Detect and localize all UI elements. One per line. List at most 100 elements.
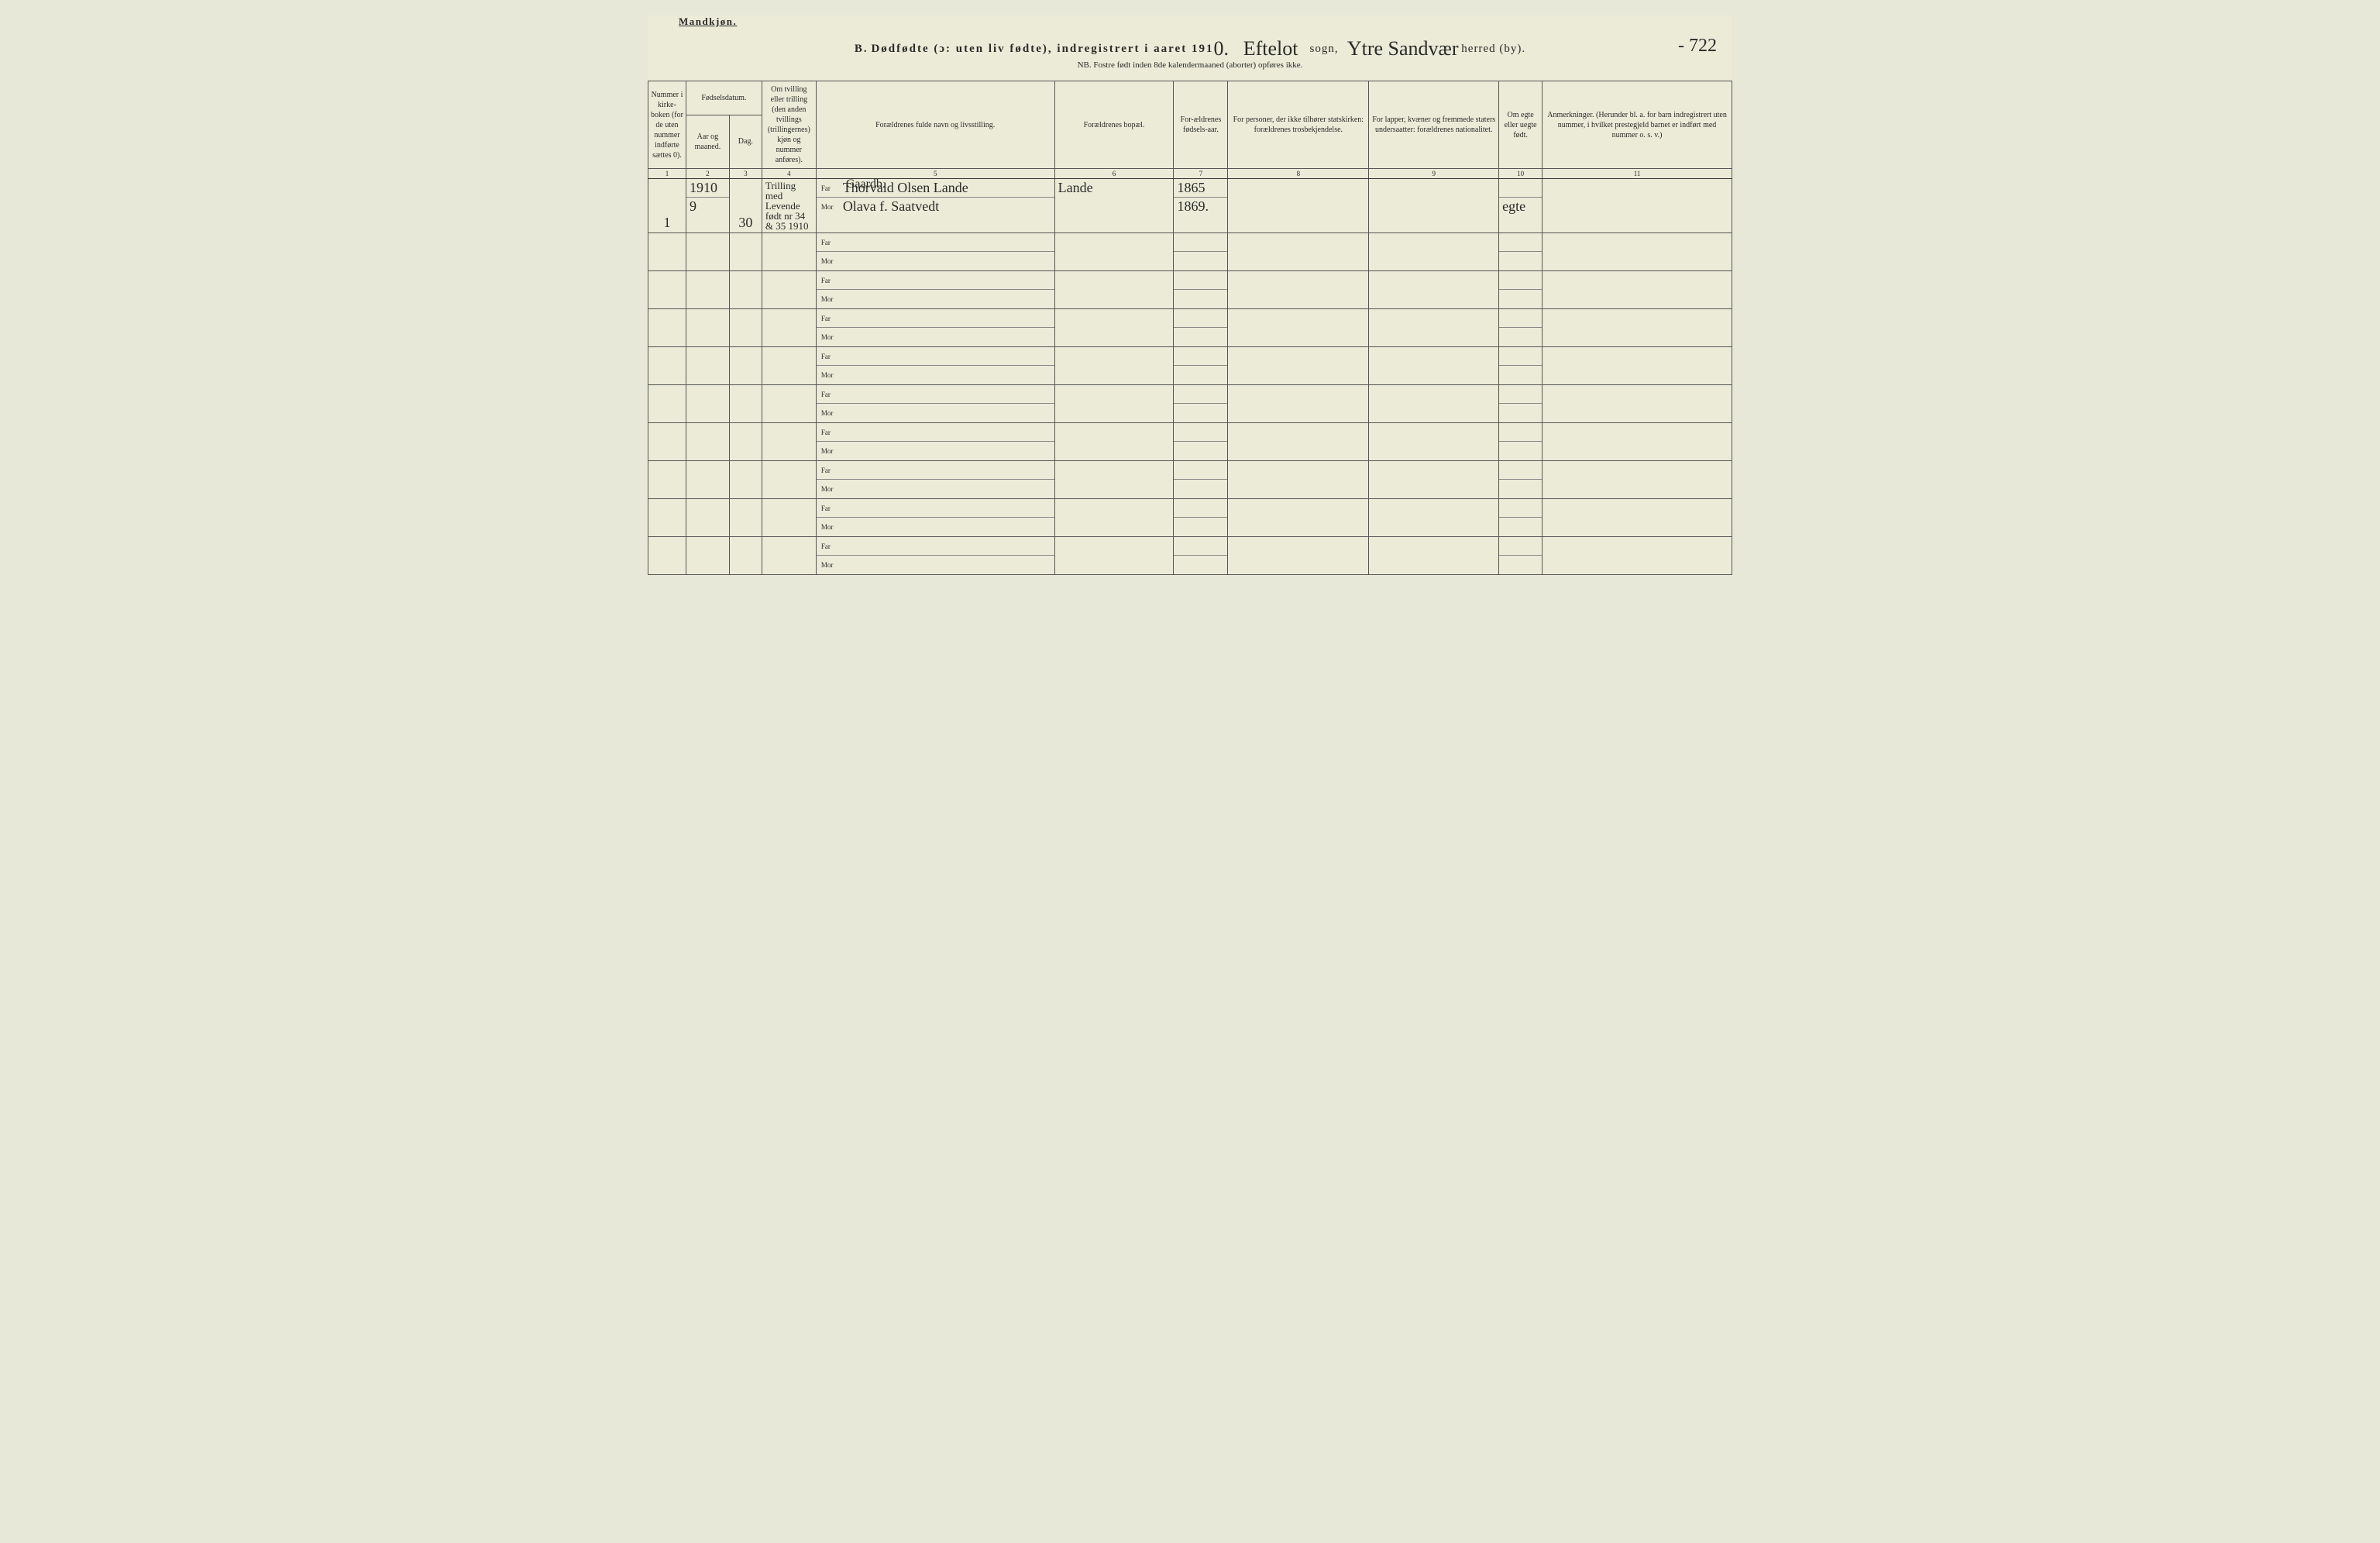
table-header: Nummer i kirke-boken (for de uten nummer… xyxy=(648,81,1732,179)
cell-remarks xyxy=(1543,233,1732,271)
col-header-5: Forældrenes fulde navn og livsstilling. xyxy=(816,81,1054,169)
mor-label: Mor xyxy=(821,371,843,379)
cell-parents: FarMor xyxy=(816,537,1054,575)
cell-parents: FarMor xyxy=(816,499,1054,537)
cell-religion xyxy=(1228,309,1369,347)
cell-parents: FarMor xyxy=(816,309,1054,347)
cell-remarks xyxy=(1543,461,1732,499)
colnum: 7 xyxy=(1174,169,1228,179)
title-line: B. Dødfødte (ɔ: uten liv fødte), indregi… xyxy=(648,34,1732,57)
mor-label: Mor xyxy=(821,257,843,265)
entry-twin: Trilling med Levende født nr 34 & 35 191… xyxy=(762,179,816,233)
entry-number: 1 xyxy=(648,179,686,233)
col-header-2: Aar og maaned. xyxy=(686,115,729,168)
cell-twin xyxy=(762,461,816,499)
cell-nationality xyxy=(1369,537,1499,575)
col-header-7: For-ældrenes fødsels-aar. xyxy=(1174,81,1228,169)
table-row: FarMor xyxy=(648,385,1732,423)
cell-num xyxy=(648,271,686,309)
cell-remarks xyxy=(1543,385,1732,423)
cell-residence xyxy=(1054,537,1174,575)
herred-label: herred (by). xyxy=(1461,43,1525,55)
mor-label: Mor xyxy=(821,523,843,531)
cell-ym xyxy=(686,499,729,537)
cell-num xyxy=(648,385,686,423)
cell-parents: Far Mor xyxy=(816,271,1054,309)
cell-nationality xyxy=(1369,385,1499,423)
cell-religion xyxy=(1228,461,1369,499)
cell-remarks xyxy=(1543,309,1732,347)
gender-label: Mandkjøn. xyxy=(648,15,1732,28)
cell-num xyxy=(648,537,686,575)
register-page: Mandkjøn. B. Dødfødte (ɔ: uten liv fødte… xyxy=(648,15,1732,575)
far-label: Far xyxy=(821,353,843,360)
cell-parents: Far Mor xyxy=(816,347,1054,385)
far-label: Far xyxy=(821,391,843,398)
table-row: Far Mor xyxy=(648,347,1732,385)
entry-year-month: 1910 9 xyxy=(686,179,729,233)
col-header-4: Om tvilling eller trilling (den anden tv… xyxy=(762,81,816,169)
cell-num xyxy=(648,499,686,537)
cell-ym xyxy=(686,385,729,423)
entry-remarks xyxy=(1543,179,1732,233)
far-label: Far xyxy=(821,429,843,436)
cell-residence xyxy=(1054,309,1174,347)
cell-twin xyxy=(762,385,816,423)
subtitle: NB. Fostre født inden 8de kalendermaaned… xyxy=(648,60,1732,70)
cell-twin xyxy=(762,499,816,537)
cell-parents: FarMor xyxy=(816,385,1054,423)
table-row: Far Mor xyxy=(648,423,1732,461)
cell-day xyxy=(729,309,762,347)
cell-birthyr xyxy=(1174,385,1228,423)
table-row: FarMor xyxy=(648,233,1732,271)
page-number: - 722 xyxy=(1678,36,1717,57)
cell-legit xyxy=(1499,309,1543,347)
cell-ym xyxy=(686,233,729,271)
entry-parents: Gaardb. Far Thorvald Olsen Lande Mor Ola… xyxy=(816,179,1054,233)
cell-day xyxy=(729,423,762,461)
cell-legit xyxy=(1499,233,1543,271)
cell-remarks xyxy=(1543,499,1732,537)
cell-ym xyxy=(686,423,729,461)
cell-remarks xyxy=(1543,537,1732,575)
cell-residence xyxy=(1054,385,1174,423)
mor-label: Mor xyxy=(821,203,843,211)
cell-ym xyxy=(686,347,729,385)
table-body: 1 1910 9 30 Trilling med Levende født nr… xyxy=(648,179,1732,575)
cell-religion xyxy=(1228,271,1369,309)
cell-day xyxy=(729,233,762,271)
cell-remarks xyxy=(1543,271,1732,309)
entry-occupation: Gaardb. xyxy=(846,177,886,191)
cell-legit xyxy=(1499,347,1543,385)
far-label: Far xyxy=(821,467,843,474)
cell-twin xyxy=(762,537,816,575)
colnum: 2 xyxy=(686,169,729,179)
cell-birthyr xyxy=(1174,309,1228,347)
cell-religion xyxy=(1228,385,1369,423)
cell-nationality xyxy=(1369,309,1499,347)
cell-legit xyxy=(1499,423,1543,461)
col-header-6: Forældrenes bopæl. xyxy=(1054,81,1174,169)
entry-nationality xyxy=(1369,179,1499,233)
mor-label: Mor xyxy=(821,295,843,303)
column-number-row: 1 2 3 4 5 6 7 8 9 10 11 xyxy=(648,169,1732,179)
cell-ym xyxy=(686,537,729,575)
register-table: Nummer i kirke-boken (for de uten nummer… xyxy=(648,81,1732,575)
cell-ym xyxy=(686,271,729,309)
cell-birthyr xyxy=(1174,537,1228,575)
cell-parents: Far Mor xyxy=(816,423,1054,461)
table-row: FarMor xyxy=(648,309,1732,347)
mor-label: Mor xyxy=(821,447,843,455)
cell-parents: FarMor xyxy=(816,461,1054,499)
cell-birthyr xyxy=(1174,233,1228,271)
cell-twin xyxy=(762,271,816,309)
year-digit: 0. xyxy=(1213,37,1229,60)
cell-num xyxy=(648,309,686,347)
table-row: FarMor xyxy=(648,461,1732,499)
cell-day xyxy=(729,347,762,385)
cell-twin xyxy=(762,309,816,347)
far-label: Far xyxy=(821,277,843,284)
cell-residence xyxy=(1054,233,1174,271)
cell-religion xyxy=(1228,347,1369,385)
cell-religion xyxy=(1228,233,1369,271)
